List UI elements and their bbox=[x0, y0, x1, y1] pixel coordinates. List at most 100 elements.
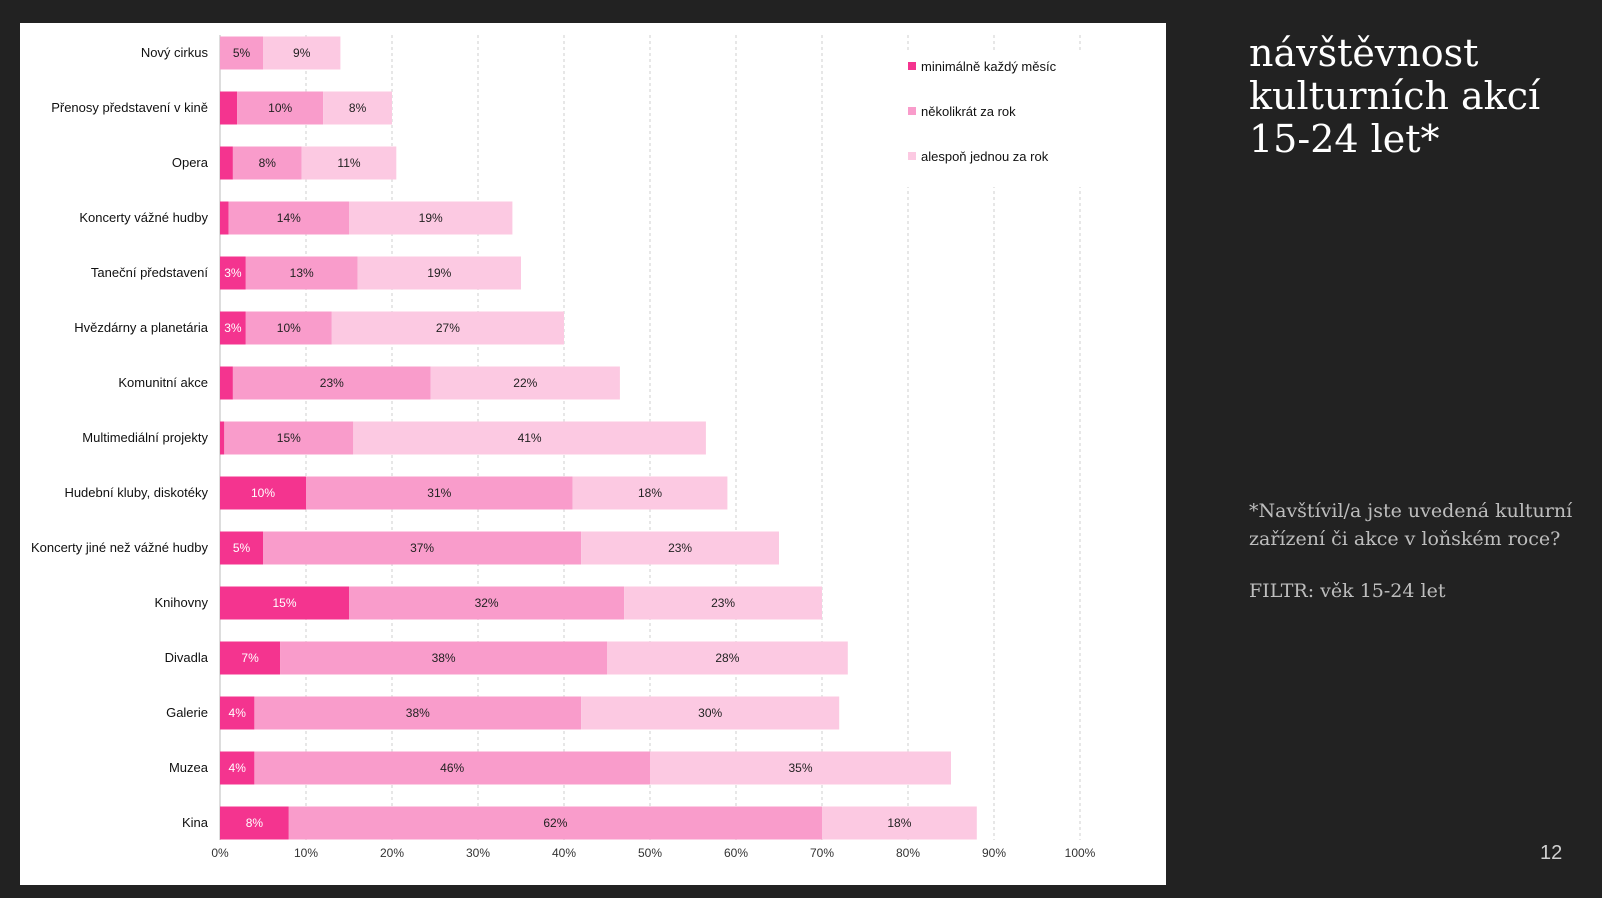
data-label: 5% bbox=[233, 46, 251, 60]
category-label: Knihovny bbox=[155, 595, 209, 610]
bar-segment bbox=[263, 531, 582, 565]
stacked-bar-chart: 0% 10% 20% 30% 40% 50% 60% 70% 80% 90% 100% Nový ci… bbox=[31, 35, 1096, 860]
bar-segment bbox=[220, 751, 255, 785]
bar-segment bbox=[650, 751, 951, 785]
data-label: 31% bbox=[427, 486, 451, 500]
x-tick-label: 100% bbox=[1065, 846, 1096, 860]
bar-segment bbox=[301, 146, 397, 180]
data-label: 18% bbox=[887, 816, 911, 830]
bar-segment bbox=[254, 696, 582, 730]
data-label: 38% bbox=[406, 706, 430, 720]
data-label: 23% bbox=[320, 376, 344, 390]
category-label: Kina bbox=[182, 815, 209, 830]
bar-segment bbox=[220, 476, 306, 510]
x-tick-label: 20% bbox=[380, 846, 404, 860]
bar-segment bbox=[220, 91, 238, 125]
category-label: Taneční představení bbox=[91, 265, 208, 280]
bar-segment bbox=[228, 201, 349, 235]
category-label: Komunitní akce bbox=[118, 375, 208, 390]
chart-panel: 0% 10% 20% 30% 40% 50% 60% 70% 80% 90% 100% Nový ci… bbox=[20, 23, 1166, 885]
category-label: Opera bbox=[172, 155, 209, 170]
legend-background bbox=[898, 51, 1086, 187]
bar-segment bbox=[349, 586, 625, 620]
bar-segment bbox=[220, 36, 263, 70]
data-label: 8% bbox=[259, 156, 277, 170]
data-label: 3% bbox=[224, 321, 242, 335]
data-label: 4% bbox=[229, 706, 247, 720]
data-label: 30% bbox=[698, 706, 722, 720]
legend-label: minimálně každý měsíc bbox=[921, 59, 1057, 74]
bar-segment bbox=[306, 476, 573, 510]
category-label: Přenosy představení v kině bbox=[51, 100, 208, 115]
category-label: Nový cirkus bbox=[141, 45, 209, 60]
bar-segment bbox=[607, 641, 848, 675]
category-label: Galerie bbox=[166, 705, 208, 720]
x-tick-label: 10% bbox=[294, 846, 318, 860]
data-label: 7% bbox=[241, 651, 259, 665]
bar-segment bbox=[624, 586, 822, 620]
x-tick-label: 90% bbox=[982, 846, 1006, 860]
data-label: 10% bbox=[251, 486, 275, 500]
bar-segment bbox=[581, 696, 840, 730]
bar-segment bbox=[288, 806, 822, 840]
bar-segment bbox=[349, 201, 513, 235]
data-label: 18% bbox=[638, 486, 662, 500]
x-tick-label: 40% bbox=[552, 846, 576, 860]
x-tick-label: 60% bbox=[724, 846, 748, 860]
legend-label: alespoň jednou za rok bbox=[921, 149, 1049, 164]
bar-segment bbox=[822, 806, 977, 840]
data-label: 15% bbox=[272, 596, 296, 610]
bar-segment bbox=[245, 311, 332, 345]
data-label: 37% bbox=[410, 541, 434, 555]
x-tick-label: 80% bbox=[896, 846, 920, 860]
bar-segment bbox=[220, 586, 349, 620]
category-label: Koncerty vážné hudby bbox=[79, 210, 208, 225]
data-label: 27% bbox=[436, 321, 460, 335]
bar-segment bbox=[353, 421, 706, 455]
bar-segment bbox=[220, 531, 263, 565]
data-label: 10% bbox=[268, 101, 292, 115]
page-number: 12 bbox=[1540, 842, 1563, 864]
data-label: 23% bbox=[711, 596, 735, 610]
data-label: 62% bbox=[543, 816, 567, 830]
bar-segment bbox=[220, 696, 255, 730]
bar-segment bbox=[581, 531, 779, 565]
category-label: Multimediální projekty bbox=[82, 430, 208, 445]
bar-segment bbox=[237, 91, 324, 125]
legend-swatch bbox=[908, 62, 916, 70]
data-label: 10% bbox=[277, 321, 301, 335]
data-label: 3% bbox=[224, 266, 242, 280]
bar-segment bbox=[224, 421, 354, 455]
bar-segment bbox=[220, 806, 289, 840]
data-label: 15% bbox=[277, 431, 301, 445]
bar-segment bbox=[572, 476, 728, 510]
bar-segment bbox=[220, 146, 233, 180]
data-label: 11% bbox=[337, 156, 360, 170]
category-label: Koncerty jiné než vážné hudby bbox=[31, 540, 209, 555]
bar-segment bbox=[220, 421, 225, 455]
data-label: 4% bbox=[229, 761, 247, 775]
data-label: 8% bbox=[246, 816, 264, 830]
bar-segment bbox=[232, 146, 302, 180]
data-label: 9% bbox=[293, 46, 311, 60]
category-label: Muzea bbox=[169, 760, 209, 775]
note-line: *Navštívil/a jste uvedená kulturní bbox=[1249, 500, 1573, 522]
bar-segment bbox=[232, 366, 431, 400]
data-label: 23% bbox=[668, 541, 692, 555]
bar-segment bbox=[245, 256, 358, 290]
data-label: 22% bbox=[513, 376, 537, 390]
data-label: 8% bbox=[349, 101, 367, 115]
slide-title: návštěvnost kulturních akcí 15-24 let* bbox=[1249, 32, 1579, 161]
data-label: 32% bbox=[475, 596, 499, 610]
bar-segment bbox=[263, 36, 341, 70]
bar-segment bbox=[220, 366, 233, 400]
bar-segment bbox=[254, 751, 650, 785]
bar-segment bbox=[357, 256, 521, 290]
data-label: 13% bbox=[290, 266, 314, 280]
bar-segment bbox=[331, 311, 564, 345]
data-label: 38% bbox=[432, 651, 456, 665]
bar-segment bbox=[220, 311, 246, 345]
x-tick-label: 30% bbox=[466, 846, 490, 860]
data-label: 14% bbox=[277, 211, 301, 225]
legend-label: několikrát za rok bbox=[921, 104, 1016, 119]
